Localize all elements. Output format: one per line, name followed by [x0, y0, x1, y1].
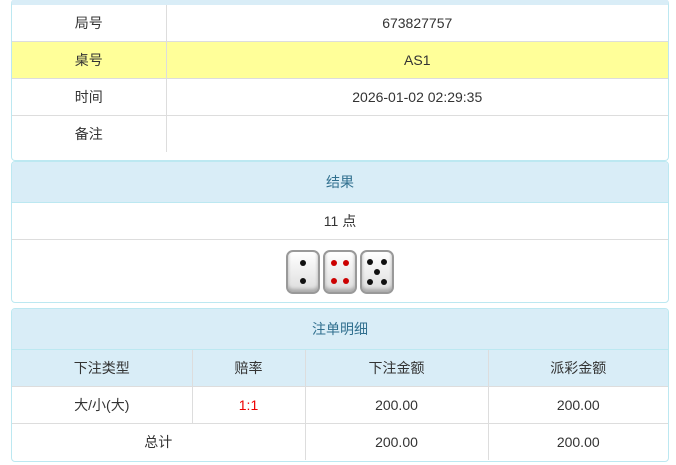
payout: 200.00 [487, 386, 668, 424]
time: 2026-01-02 02:29:35 [165, 78, 668, 116]
header-odds: 赔率 [191, 350, 306, 387]
remark [165, 115, 668, 152]
time-row: 时间 2026-01-02 02:29:35 [12, 78, 668, 116]
label: 局号 [12, 5, 167, 42]
die-4-icon [323, 250, 357, 294]
die-2-icon [286, 250, 320, 294]
table-number-row: 桌号 AS1 [12, 41, 668, 79]
pip [367, 259, 374, 265]
pip [300, 260, 306, 267]
pip [331, 260, 337, 267]
pip [374, 269, 380, 275]
bet-details-title: 注单明细 [12, 309, 668, 350]
header-bet-type: 下注类型 [12, 350, 193, 387]
dice-row [12, 240, 668, 302]
die-5-icon [360, 250, 394, 294]
bet-type: 大/小(大) [12, 386, 193, 424]
label: 时间 [12, 78, 167, 116]
pip [380, 259, 387, 265]
result-title: 结果 [12, 162, 668, 203]
pip [343, 260, 349, 267]
pip [343, 277, 349, 284]
table-header: 下注类型 赔率 下注金额 派彩金额 [12, 350, 668, 387]
header-payout: 派彩金额 [487, 350, 668, 387]
round-number-row: 局号 673827757 [12, 5, 668, 42]
total-row: 总计 200.00 200.00 [12, 423, 668, 460]
total-amount: 200.00 [304, 423, 489, 460]
label: 备注 [12, 115, 167, 152]
pip [331, 277, 337, 284]
pip [300, 277, 306, 284]
result-points: 11 点 [12, 203, 668, 240]
bet-amount: 200.00 [304, 386, 489, 424]
total-payout: 200.00 [487, 423, 668, 460]
header-bet-amount: 下注金额 [304, 350, 489, 387]
bet-details-panel: 注单明细 下注类型 赔率 下注金额 派彩金额 大/小(大) 1:1 200.00… [11, 308, 669, 462]
result-panel: 结果 11 点 [11, 161, 669, 303]
remark-row: 备注 [12, 115, 668, 152]
round-number: 673827757 [165, 5, 668, 42]
round-info-panel: 局号 673827757 桌号 AS1 时间 2026-01-02 02:29:35 … [11, 0, 669, 161]
table-number: AS1 [165, 41, 668, 79]
label: 桌号 [12, 41, 167, 79]
table-row: 大/小(大) 1:1 200.00 200.00 [12, 386, 668, 424]
pip [380, 279, 387, 285]
odds: 1:1 [191, 386, 306, 424]
pip [367, 279, 374, 285]
total-label: 总计 [12, 423, 306, 460]
